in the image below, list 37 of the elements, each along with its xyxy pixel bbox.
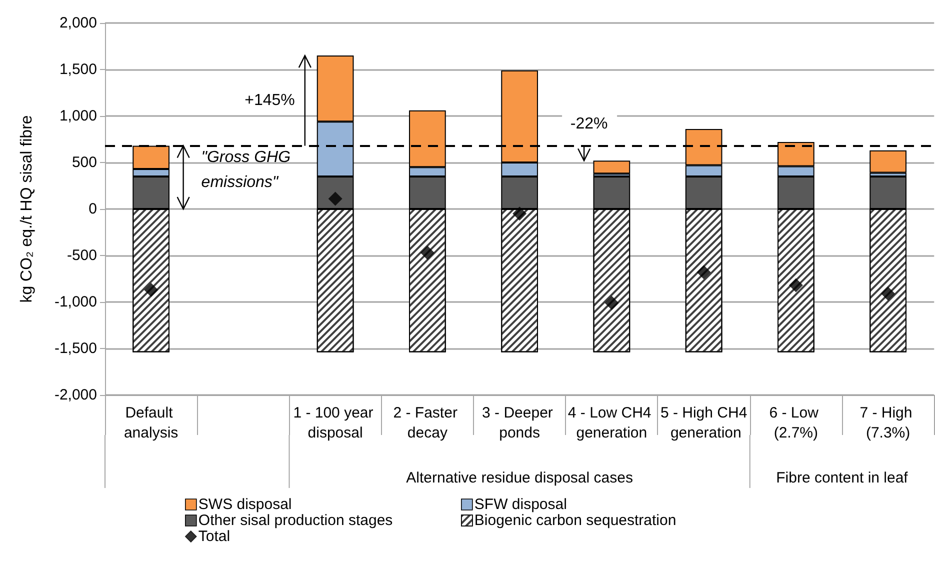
point: [420, 246, 434, 260]
y-tick-label: -2,000: [54, 386, 97, 404]
legend-label: SFW disposal: [474, 496, 567, 513]
bar: [593, 160, 630, 174]
legend-label: Total: [198, 528, 230, 545]
x-tick-label: 5 - High CH4 generation: [660, 404, 748, 442]
y-tick-label: 500: [72, 154, 97, 171]
y-tick-label: -500: [66, 247, 97, 264]
y-tick-label: 0: [88, 200, 97, 218]
annotation: +145%: [244, 92, 295, 110]
y-tick-label: 2,000: [59, 14, 97, 32]
y-tick-label: -1,000: [54, 294, 97, 310]
annotation: -22%: [570, 115, 608, 132]
legend-label: Other sisal production stages: [198, 512, 393, 529]
y-tick-label: 1,500: [59, 61, 97, 78]
x-tick-label: 4 - Low CH4 generation: [568, 404, 656, 442]
x-tick-label: 2 - Faster decay: [393, 404, 462, 442]
y-axis-title: kg CO₂ eq./t HQ sisal fibre: [18, 115, 36, 303]
legend-label: SWS disposal: [198, 496, 292, 513]
point: [512, 206, 527, 221]
point: [604, 296, 619, 310]
y-tick-label: -1,500: [54, 340, 97, 357]
annotation: "Gross GHG emissions": [201, 148, 295, 191]
x-tick-label: 3 - Deeper ponds: [482, 404, 558, 442]
point: [788, 278, 803, 292]
point: [881, 286, 896, 301]
text: Alternative residue disposal cases: [406, 470, 633, 486]
x-tick-label: 1 - 100 year disposal: [293, 404, 378, 442]
y-tick-label: 1,000: [59, 108, 97, 124]
point: [696, 265, 711, 280]
text: Fibre content in leaf: [776, 470, 909, 486]
x-tick-label: 6 - Low (2.7%): [769, 404, 823, 442]
bar: [870, 150, 906, 173]
x-tick-label: 7 - High (7.3%): [860, 404, 916, 442]
legend-label: Biogenic carbon sequestration: [474, 512, 676, 529]
x-tick-label: Default analysis: [124, 404, 178, 442]
point: [144, 282, 158, 297]
